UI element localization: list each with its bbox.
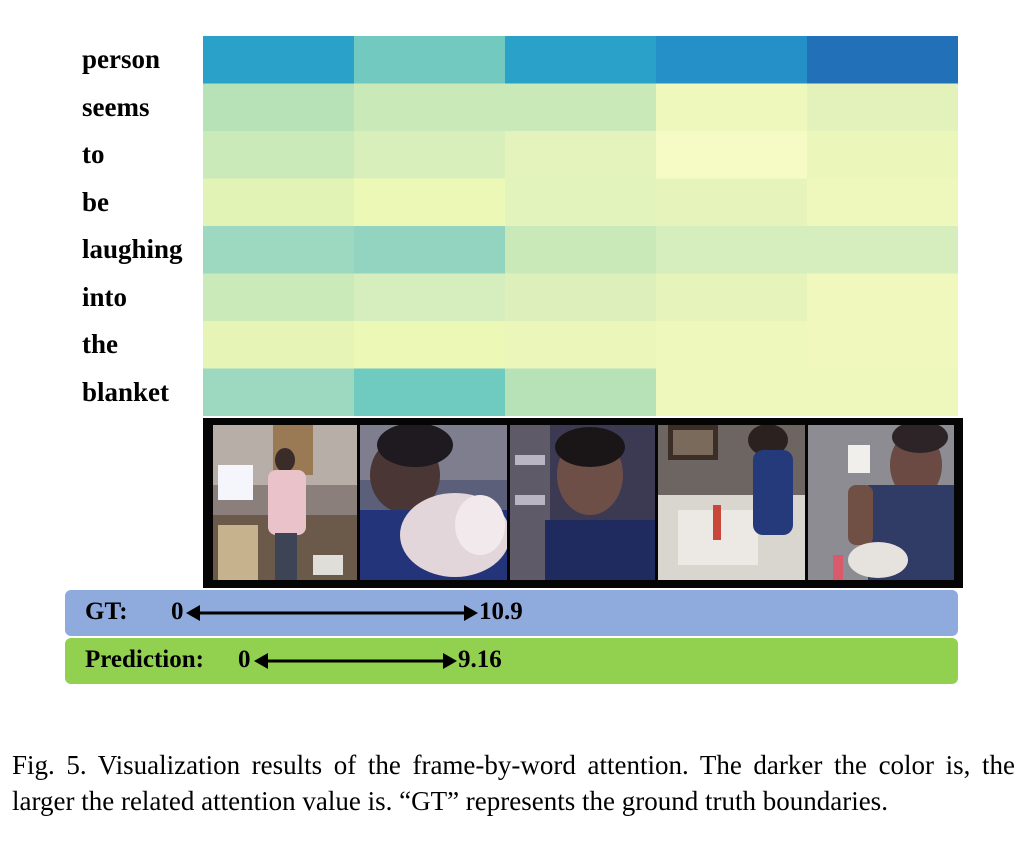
word-label: to (82, 139, 105, 169)
video-frame-2 (360, 425, 507, 580)
word-label: blanket (82, 376, 170, 407)
heatmap-cell (505, 36, 657, 84)
heatmap-cell (505, 368, 657, 416)
video-frame-4 (658, 425, 805, 580)
heatmap-cell (354, 36, 506, 84)
heatmap-cell (807, 131, 958, 179)
heatmap-cell (505, 83, 657, 132)
prediction-start: 0 (238, 646, 251, 673)
heatmap-cell (807, 273, 958, 322)
word-label: be (82, 186, 109, 217)
heatmap-cell (807, 226, 958, 274)
heatmap-cell (656, 36, 808, 84)
heatmap-cell (354, 273, 506, 322)
heatmap-cell (505, 273, 657, 322)
heatmap-cell (656, 83, 808, 132)
heatmap-cell (203, 321, 355, 369)
prediction-bar: Prediction: 0 9.16 (65, 638, 958, 684)
figure-caption: Fig. 5. Visualization results of the fra… (12, 750, 1015, 816)
heatmap-cell (656, 131, 808, 179)
heatmap-cell (505, 131, 657, 179)
heatmap-cell (656, 368, 808, 416)
heatmap-cell (505, 321, 657, 369)
ground-truth-bar: GT: 0 10.9 (65, 590, 958, 636)
word-label: into (82, 281, 128, 312)
word-label: the (82, 329, 118, 359)
heatmap-cell (354, 226, 506, 274)
heatmap-cell (203, 273, 355, 322)
heatmap-cell (656, 321, 808, 369)
heatmap-cell (807, 368, 958, 416)
word-labels: person seems to be laughing into the blanket (82, 36, 204, 416)
prediction-arrow (254, 653, 457, 669)
heatmap-cell (203, 131, 355, 179)
heatmap-cell (354, 83, 506, 132)
heatmap-cell (656, 226, 808, 274)
ground-truth-end: 10.9 (479, 598, 523, 625)
prediction-label: Prediction: (85, 646, 204, 673)
heatmap-cell (807, 321, 958, 369)
heatmap-cell (807, 83, 958, 132)
heatmap-cell (203, 36, 355, 84)
ground-truth-label: GT: (85, 598, 128, 625)
heatmap-cell (354, 131, 506, 179)
heatmap-cell (505, 178, 657, 227)
attention-heatmap (203, 36, 958, 416)
heatmap-cell (203, 226, 355, 274)
word-label: seems (82, 91, 150, 122)
video-frame-1 (213, 425, 357, 580)
heatmap-cell (656, 273, 808, 322)
heatmap-cell (354, 178, 506, 227)
video-frame-3 (510, 425, 655, 580)
heatmap-cell (203, 83, 355, 132)
heatmap-cell (807, 178, 958, 227)
video-frames-strip (203, 418, 963, 588)
prediction-end: 9.16 (458, 646, 502, 673)
video-frame-5 (808, 425, 954, 580)
word-label: person (82, 44, 161, 74)
heatmap-cell (354, 321, 506, 369)
heatmap-cell (203, 178, 355, 227)
heatmap-cell (505, 226, 657, 274)
heatmap-cell (354, 368, 506, 416)
heatmap-cell (656, 178, 808, 227)
ground-truth-arrow (186, 605, 478, 621)
heatmap-cell (203, 368, 355, 416)
ground-truth-start: 0 (171, 598, 184, 625)
heatmap-cell (807, 36, 958, 84)
word-label: laughing (82, 234, 183, 264)
